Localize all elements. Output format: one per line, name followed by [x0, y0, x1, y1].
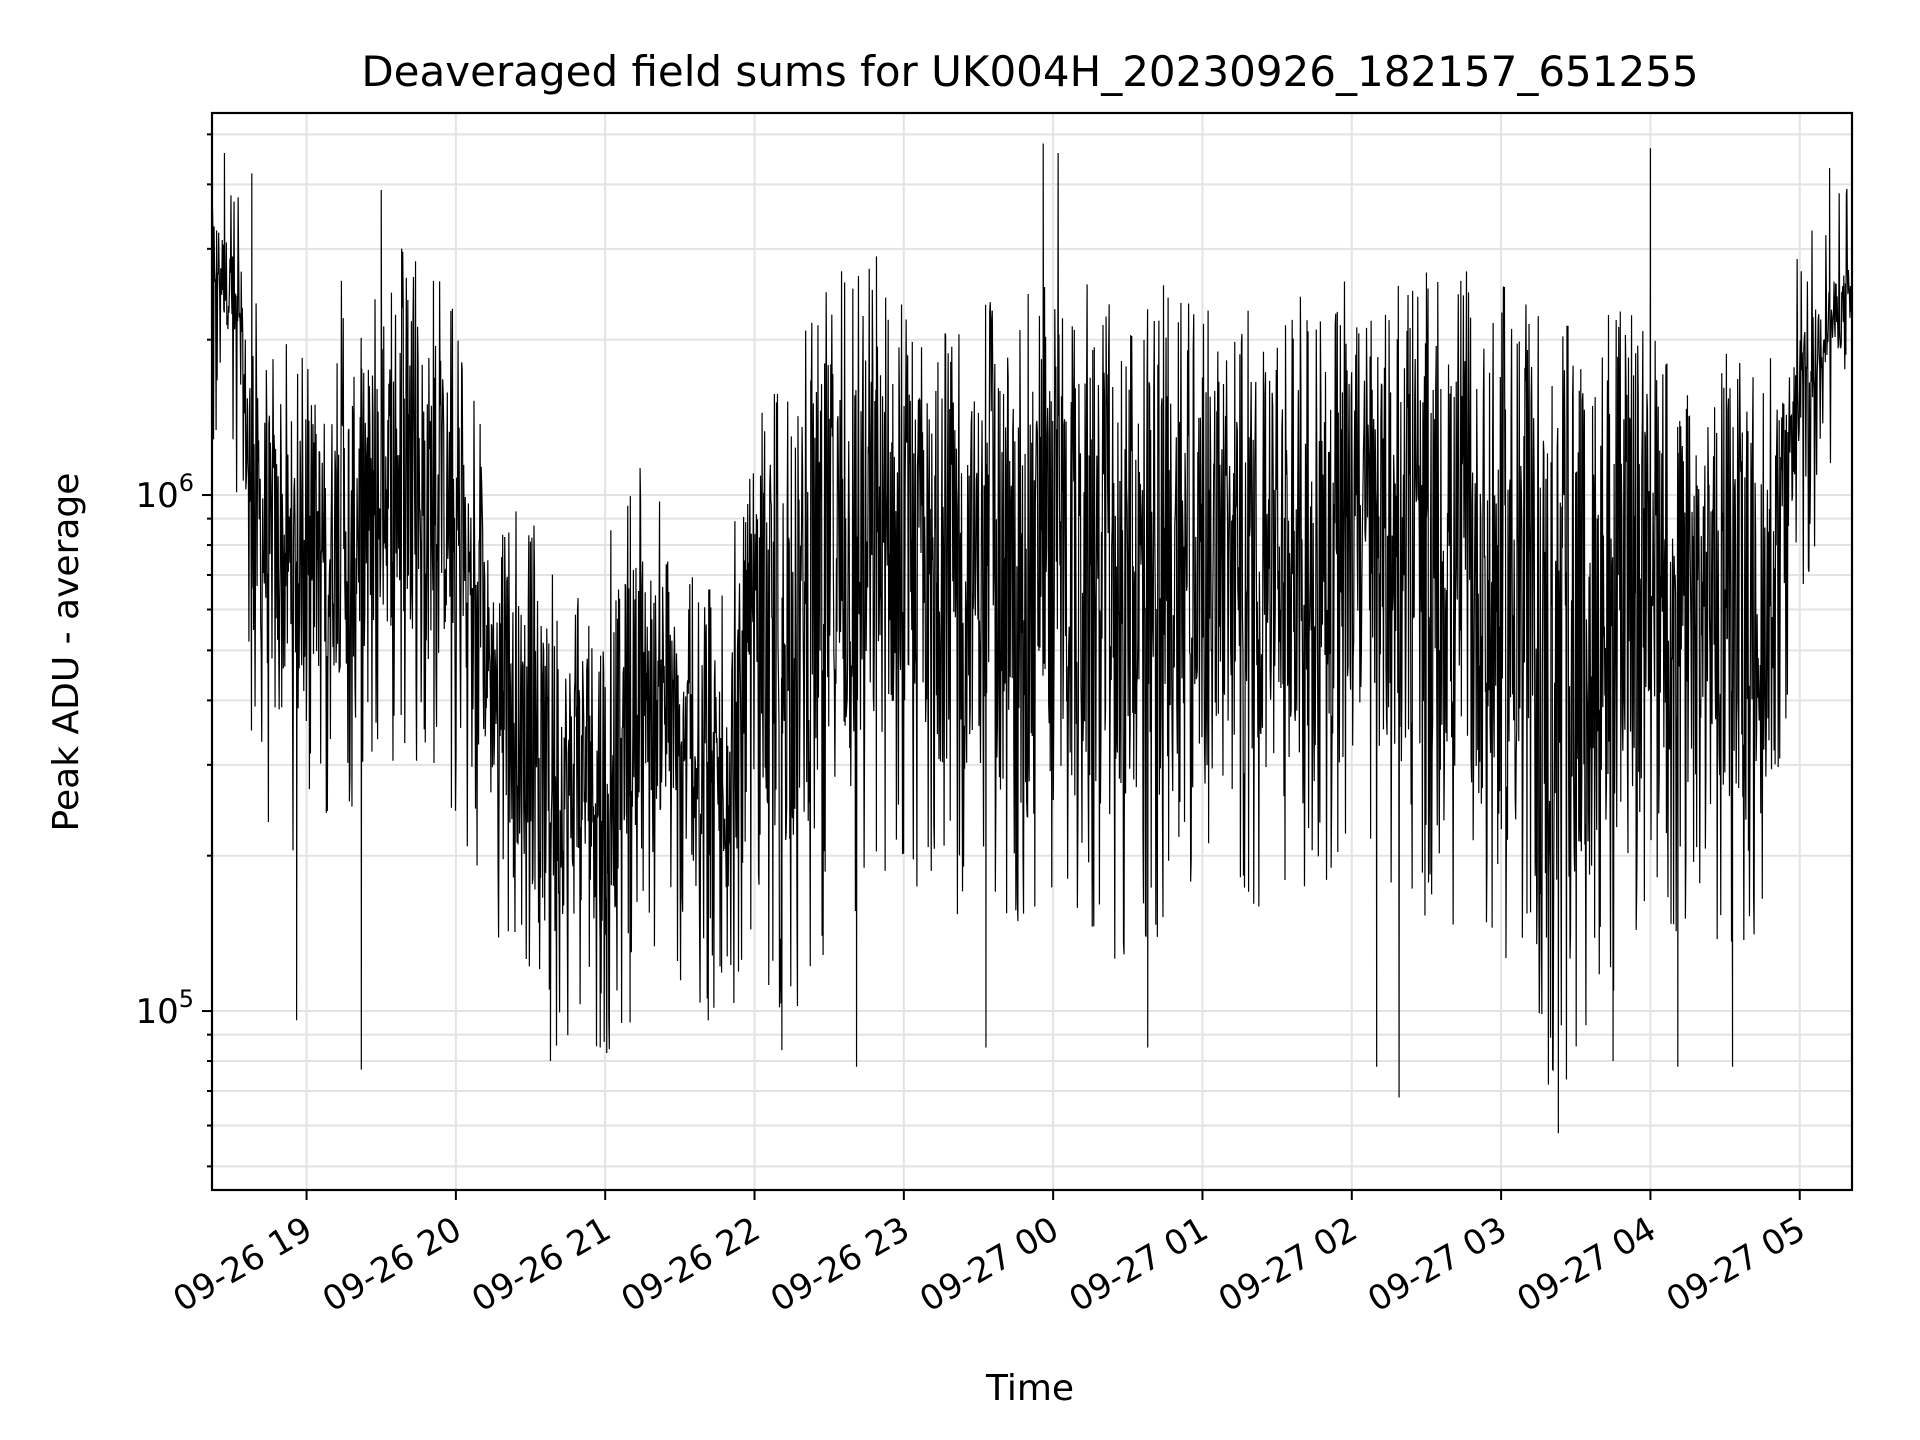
series-path — [211, 143, 1853, 1134]
x-axis-label: Time — [985, 1368, 1074, 1409]
chart-title: Deaveraged field sums for UK004H_2023092… — [361, 47, 1698, 96]
plot-frame — [210, 111, 1854, 1192]
series-line — [211, 143, 1853, 1134]
y-tick-label: 106 — [135, 469, 194, 516]
y-tick-label: 105 — [135, 985, 194, 1032]
y-axis: 105 106 — [135, 133, 212, 1168]
y-axis-label: Peak ADU - average — [46, 473, 87, 832]
